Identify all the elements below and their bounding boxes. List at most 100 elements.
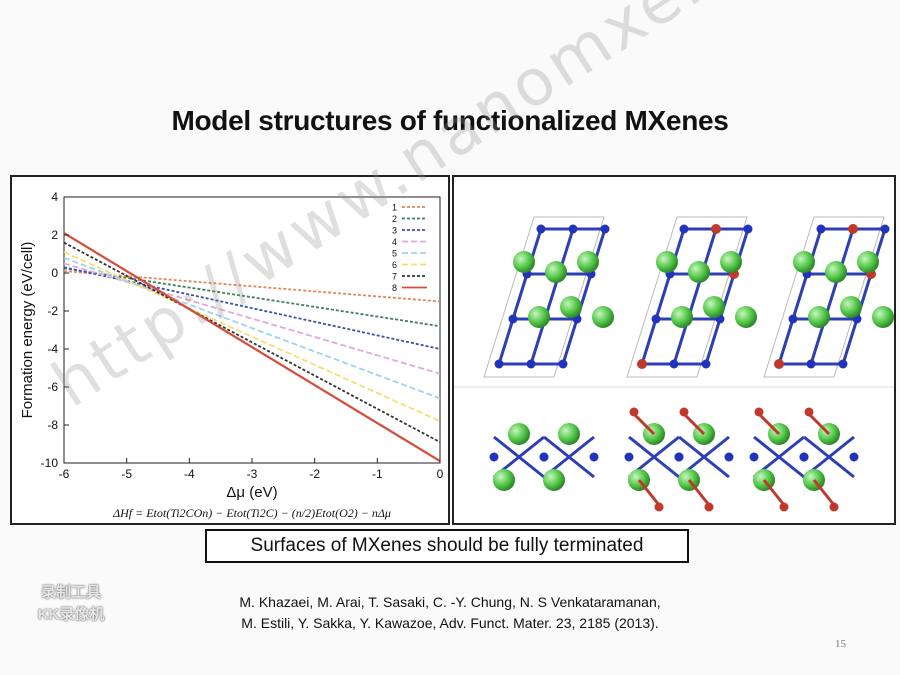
- titanium-atom: [545, 261, 567, 283]
- x-tick-label: -5: [121, 467, 132, 481]
- titanium-atom: [528, 306, 550, 328]
- atom-bond: [828, 455, 855, 479]
- atom-bond: [518, 435, 545, 459]
- y-tick-label: -6: [47, 380, 58, 394]
- atom-bond: [777, 318, 795, 365]
- atom-bond: [704, 318, 722, 365]
- atom-bond: [841, 318, 859, 365]
- atom-bond: [687, 479, 711, 506]
- legend-label-1: 1: [392, 203, 397, 213]
- atom-bond: [568, 435, 595, 459]
- y-tick-label: -4: [47, 342, 58, 356]
- atom-bond: [568, 455, 595, 479]
- atom-bond: [497, 318, 515, 365]
- carbon-atom: [880, 224, 890, 234]
- logo-line-1: 录制工具: [40, 584, 101, 601]
- oxygen-atom: [704, 502, 714, 512]
- carbon-atom: [669, 359, 679, 369]
- titanium-atom: [656, 251, 678, 273]
- x-tick-label: 0: [437, 467, 444, 481]
- atom-bond: [653, 435, 680, 459]
- oxygen-atom: [779, 502, 789, 512]
- carbon-atom: [701, 359, 711, 369]
- carbon-atom: [494, 359, 504, 369]
- carbon-atom: [674, 452, 684, 462]
- structures-panel: [452, 175, 896, 525]
- titanium-atom: [872, 306, 894, 328]
- atom-bond: [703, 435, 730, 459]
- carbon-atom: [749, 452, 759, 462]
- x-tick-label: -6: [59, 467, 70, 481]
- atom-bond: [511, 273, 529, 320]
- y-tick-label: 2: [51, 228, 58, 242]
- titanium-atom: [688, 261, 710, 283]
- y-tick-label: -10: [41, 456, 59, 470]
- titanium-atom: [671, 306, 693, 328]
- atom-bond: [762, 479, 786, 506]
- atom-bond: [807, 412, 831, 436]
- titanium-atom: [513, 251, 535, 273]
- atom-bond: [543, 435, 570, 459]
- titanium-atom: [493, 469, 515, 491]
- y-tick-label: -2: [47, 304, 58, 318]
- legend-label-2: 2: [392, 214, 397, 224]
- legend-label-6: 6: [392, 260, 397, 270]
- atom-bond: [628, 435, 655, 459]
- carbon-atom: [526, 359, 536, 369]
- atom-bond: [493, 435, 520, 459]
- carbon-atom: [600, 224, 610, 234]
- x-tick-label: -1: [372, 467, 383, 481]
- titanium-atom: [558, 423, 580, 445]
- plot-area: [63, 196, 441, 464]
- atom-bond: [757, 412, 781, 436]
- series-line-8: [63, 232, 441, 463]
- carbon-atom: [788, 314, 798, 324]
- series-line-3: [63, 266, 441, 350]
- atom-bond: [653, 455, 680, 479]
- carbon-atom: [568, 224, 578, 234]
- titanium-atom: [857, 251, 879, 273]
- logo-line-2: KK录像机: [37, 606, 105, 623]
- titanium-atom: [735, 306, 757, 328]
- titanium-atom: [592, 306, 614, 328]
- oxygen-atom: [637, 359, 647, 369]
- titanium-atom: [720, 251, 742, 273]
- atom-bond: [518, 455, 545, 479]
- atom-bond: [682, 412, 706, 436]
- y-axis-label: Formation energy (eV/cell): [19, 242, 36, 419]
- atom-bond: [637, 479, 661, 506]
- carbon-atom: [799, 452, 809, 462]
- reference-line-2: M. Estili, Y. Sakka, Y. Kawazoe, Adv. Fu…: [241, 615, 659, 631]
- formation-energy-formula: ΔHf = Etot(Ti2COn) − Etot(Ti2C) − (n/2)E…: [112, 506, 391, 520]
- oxygen-atom: [774, 359, 784, 369]
- atom-bond: [654, 273, 672, 320]
- carbon-atom: [558, 359, 568, 369]
- atom-bond: [753, 435, 780, 459]
- reference-line-1: M. Khazaei, M. Arai, T. Sasaki, C. -Y. C…: [239, 594, 661, 610]
- x-tick-label: -4: [184, 467, 195, 481]
- series-line-5: [63, 256, 441, 400]
- page-number: 15: [835, 638, 846, 650]
- atom-bond: [812, 479, 836, 506]
- atom-bond: [778, 455, 805, 479]
- carbon-atom: [849, 452, 859, 462]
- oxygen-atom: [829, 502, 839, 512]
- y-tick-label: -8: [47, 418, 58, 432]
- oxygen-atom: [654, 502, 664, 512]
- slide-title: Model structures of functionalized MXene…: [171, 105, 729, 136]
- carbon-atom: [489, 452, 499, 462]
- y-tick-label: 4: [51, 190, 58, 204]
- titanium-atom: [560, 296, 582, 318]
- carbon-atom: [624, 452, 634, 462]
- atom-bond: [561, 318, 579, 365]
- carbon-atom: [806, 359, 816, 369]
- titanium-atom: [808, 306, 830, 328]
- legend-label-5: 5: [392, 249, 397, 259]
- oxygen-atom: [848, 224, 858, 234]
- atom-bond: [703, 455, 730, 479]
- carbon-atom: [743, 224, 753, 234]
- x-axis-label: Δμ (eV): [226, 484, 277, 501]
- carbon-atom: [724, 452, 734, 462]
